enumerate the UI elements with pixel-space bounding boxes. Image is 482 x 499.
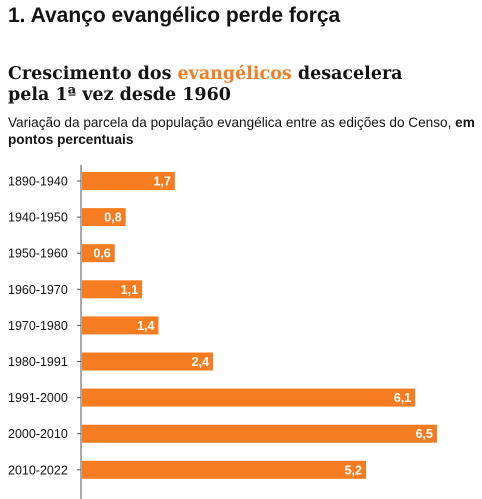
bar	[82, 388, 416, 407]
category-label: 2000-2010	[8, 427, 68, 441]
bar-chart: 1890-1940 1,7 1940-1950 0,8 1950-1960 0,6 1960…	[8, 165, 437, 499]
value-label: 2,4	[192, 355, 209, 369]
bar	[82, 208, 126, 227]
chart-subtitle: Variação da parcela da população evangél…	[8, 114, 478, 148]
bar	[82, 280, 143, 299]
chart-title: Crescimento dos evangélicos desacelera p…	[8, 64, 448, 106]
bar	[82, 244, 115, 263]
category-label: 1960-1970	[8, 283, 68, 297]
bar	[82, 352, 214, 371]
category-label: 1980-1991	[8, 355, 68, 369]
value-label: 0,8	[104, 211, 121, 225]
chart-title-highlight: evangélicos	[177, 64, 292, 84]
chart-subtitle-unit: em pontos percentuais	[8, 115, 475, 147]
bar	[82, 460, 366, 479]
value-label: 5,2	[345, 463, 362, 477]
section-title: 1. Avanço evangélico perde força	[8, 4, 341, 27]
chart-subtitle-text: Variação da parcela da população evangél…	[8, 115, 456, 130]
value-label: 1,4	[137, 319, 154, 333]
value-label: 1,7	[153, 175, 170, 189]
value-label: 6,1	[394, 391, 411, 405]
value-label: 6,5	[416, 427, 433, 441]
bar	[82, 424, 437, 443]
bar	[82, 172, 175, 190]
category-label: 1940-1950	[8, 211, 68, 225]
category-label: 1970-1980	[8, 319, 68, 333]
chart-title-part-1: Crescimento dos	[8, 64, 178, 84]
value-label: 0,6	[93, 247, 110, 261]
bar	[82, 316, 159, 335]
category-label: 2010-2022	[8, 463, 68, 477]
category-label: 1950-1960	[8, 247, 68, 261]
chart-title-part-3: desacelera pela 1ª vez desde 1960	[8, 64, 403, 105]
category-label: 1991-2000	[8, 391, 68, 405]
category-label: 1890-1940	[8, 175, 68, 189]
value-label: 1,1	[121, 283, 138, 297]
